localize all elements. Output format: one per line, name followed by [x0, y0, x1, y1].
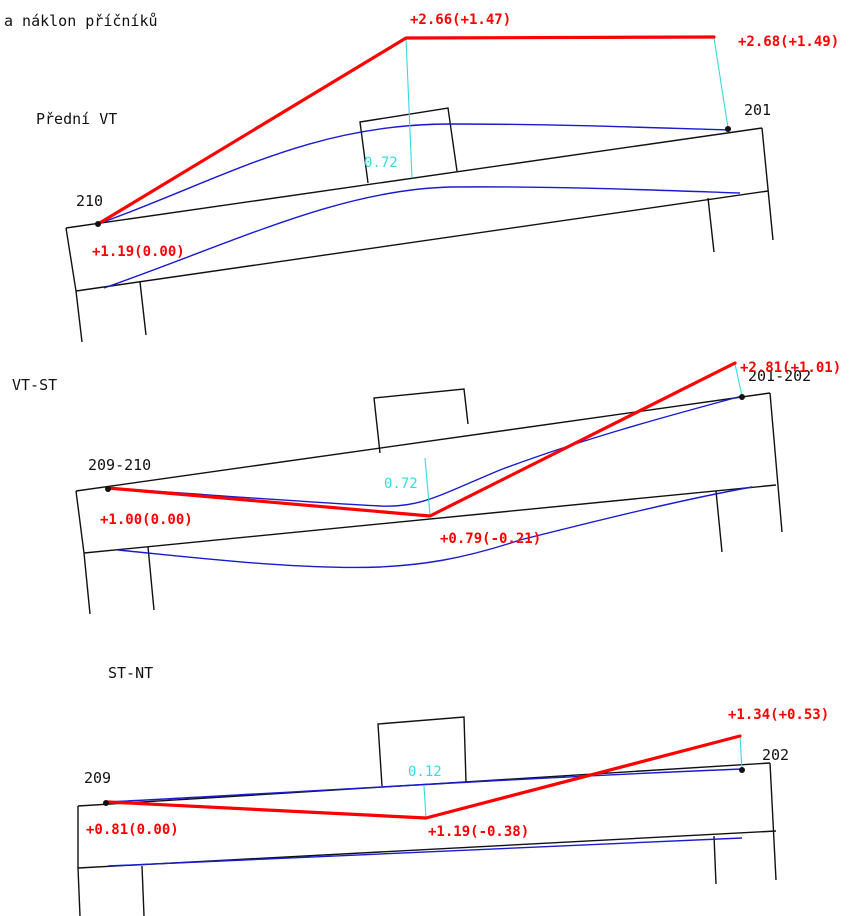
dimension-line-left [424, 457, 431, 516]
crossbeam-outline [65, 127, 774, 343]
level-polyline [96, 35, 716, 226]
profile-curve-upper [107, 395, 743, 507]
dimension-line-left [423, 785, 427, 819]
level-value-left: +1.00(0.00) [100, 512, 193, 528]
dimension-value: 0.72 [364, 155, 398, 171]
node-dot-left [105, 486, 111, 492]
panel-vt-st: VT-ST 0.72 209-210 201-202 +2.81(+1.01) … [12, 360, 841, 615]
node-label-left: 209 [84, 769, 111, 787]
support-left [141, 865, 145, 916]
node-dot-left [103, 800, 109, 806]
beam-left-leg [75, 290, 83, 343]
level-value-right: +1.34(+0.53) [728, 707, 829, 723]
deck-block [359, 107, 458, 184]
dimension-line-right [713, 37, 729, 129]
level-polyline [106, 734, 742, 820]
node-label-left: 209-210 [88, 456, 151, 474]
dimension-line-right [734, 363, 743, 397]
deck-block [373, 388, 469, 454]
level-value-top-right: +2.68(+1.49) [738, 34, 839, 50]
beam-bottom-edge [83, 484, 777, 554]
node-dot-right [739, 394, 745, 400]
crossbeam-outline [77, 762, 777, 916]
crossbeam-outline [75, 392, 783, 615]
support-right [707, 197, 715, 253]
node-label-right: 202 [762, 746, 789, 764]
panel-title: ST-NT [108, 664, 153, 682]
level-value-mid: +1.19(-0.38) [428, 824, 529, 840]
profile-curve-lower [107, 837, 743, 867]
level-value-left: +0.81(0.00) [86, 822, 179, 838]
beam-bottom-edge [75, 190, 769, 292]
node-label-right: 201 [744, 101, 771, 119]
level-value-right: +2.81(+1.01) [740, 360, 841, 376]
support-right [715, 490, 723, 553]
deck-block [377, 716, 467, 787]
profile-curve-upper [107, 768, 743, 803]
beam-left-end [65, 227, 77, 292]
panel-predni-vt: Přední VT 0.72 210 201 +2.66(+1.47) +2. [36, 12, 839, 343]
level-value-top-left: +2.66(+1.47) [410, 12, 511, 28]
dimension-line-right [739, 735, 743, 771]
level-value-left: +1.19(0.00) [92, 244, 185, 260]
support-left [147, 546, 155, 611]
panel-st-nt: ST-NT 0.12 209 202 +1.34(+0.53) +0.81(0.… [77, 664, 829, 916]
dimension-value: 0.72 [384, 476, 418, 492]
dimension-value: 0.12 [408, 764, 442, 780]
node-label-right: 201-202 [748, 367, 811, 385]
beam-right-end [769, 762, 777, 881]
beam-top-edge [65, 127, 763, 229]
support-right [713, 835, 717, 885]
header-caption: a náklon příčníků [4, 12, 158, 30]
panel-title: VT-ST [12, 376, 57, 394]
panel-title: Přední VT [36, 110, 117, 128]
beam-left-end [75, 490, 85, 554]
profile-curve-upper [97, 123, 729, 225]
beam-left-leg [83, 552, 91, 615]
beam-left-leg [77, 867, 81, 916]
level-polyline [106, 361, 737, 518]
node-dot-right [725, 126, 731, 132]
level-value-mid: +0.79(-0.21) [440, 531, 541, 547]
node-dot-right [739, 767, 745, 773]
dimension-line-left [405, 37, 413, 179]
support-left [139, 281, 147, 336]
beam-right-end [761, 127, 774, 241]
profile-curve-lower [103, 186, 741, 289]
node-dot-left [95, 221, 101, 227]
beam-right-end [769, 392, 783, 533]
beam-top-edge [75, 392, 771, 492]
node-label-left: 210 [76, 192, 103, 210]
profile-curve-lower [117, 486, 753, 569]
